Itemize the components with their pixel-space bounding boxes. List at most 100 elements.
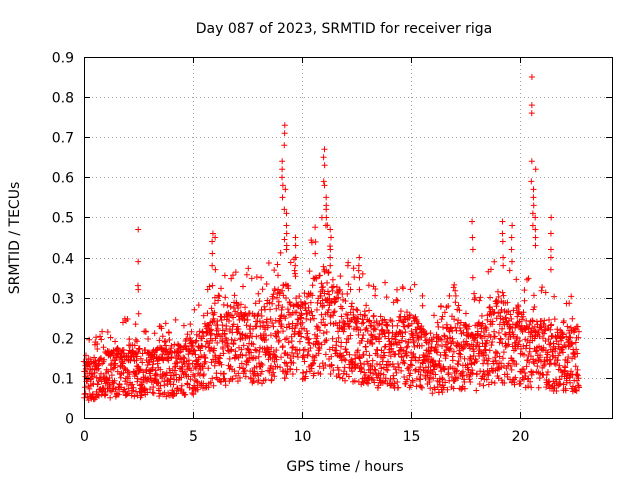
data-point [377,313,384,320]
data-point [325,306,332,313]
data-point [191,306,198,313]
data-point [425,364,432,371]
data-point [301,290,308,297]
data-point [417,364,424,371]
data-point [411,338,418,345]
data-point [284,363,291,370]
data-point [256,344,263,351]
data-point [416,375,423,382]
data-point [288,338,295,345]
data-point [302,300,309,307]
data-point [89,390,96,397]
data-point [574,366,581,373]
data-point [137,366,144,373]
data-point [283,335,290,342]
data-point [500,262,507,269]
data-point [303,328,310,335]
data-point [218,317,225,324]
data-point [360,332,367,339]
data-point [270,323,277,330]
data-point [407,370,414,377]
data-point [229,272,236,279]
data-point [126,371,133,378]
data-point [189,389,196,396]
data-point [359,270,366,277]
data-point [446,328,453,335]
data-point [209,262,216,269]
data-point [162,338,169,345]
data-point [374,346,381,353]
data-point [456,350,463,357]
data-point [180,322,187,329]
x-axis-label: GPS time / hours [286,459,403,475]
data-point [327,262,334,269]
data-point [195,302,202,309]
data-point [452,292,459,299]
data-point [299,319,306,326]
data-point [451,316,458,323]
data-point [307,345,314,352]
data-point [337,273,344,280]
data-point [562,387,569,394]
data-point [84,378,91,385]
data-point [358,366,365,373]
data-point [168,342,175,349]
data-point [510,307,517,314]
data-point [119,319,126,326]
data-point [353,306,360,313]
data-point [183,336,190,343]
data-point [492,357,499,364]
data-point [342,357,349,364]
data-point [282,315,289,322]
data-point [242,332,249,339]
data-point [219,338,226,345]
data-point [405,322,412,329]
data-point [327,226,334,233]
data-point [452,299,459,306]
data-point [102,388,109,395]
data-point [456,307,463,314]
data-point [395,317,402,324]
data-point [95,365,102,372]
data-point [273,333,280,340]
data-point [329,287,336,294]
data-point [245,359,252,366]
data-point [335,294,342,301]
data-point [230,321,237,328]
data-point [86,385,93,392]
data-point [448,325,455,332]
data-point [515,341,522,348]
data-point [357,311,364,318]
data-point [362,312,369,319]
data-point [469,370,476,377]
data-point [302,307,309,314]
data-point [271,267,278,274]
data-point [410,353,417,360]
data-point [134,375,141,382]
data-point [516,378,523,385]
data-point [209,337,216,344]
data-point [247,323,254,330]
data-point [366,317,373,324]
data-point [190,347,197,354]
data-point [519,316,526,323]
data-point [294,350,301,357]
data-point [389,361,396,368]
data-point [204,310,211,317]
data-point [476,297,483,304]
data-point [532,348,539,355]
data-point [498,306,505,313]
data-point [541,317,548,324]
data-point [209,375,216,382]
data-point [272,332,279,339]
data-point [530,358,537,365]
data-point [394,286,401,293]
data-point [223,323,230,330]
data-point [312,238,319,245]
data-point [186,384,193,391]
data-point [418,342,425,349]
data-point [556,376,563,383]
data-point [494,288,501,295]
data-point [356,286,363,293]
